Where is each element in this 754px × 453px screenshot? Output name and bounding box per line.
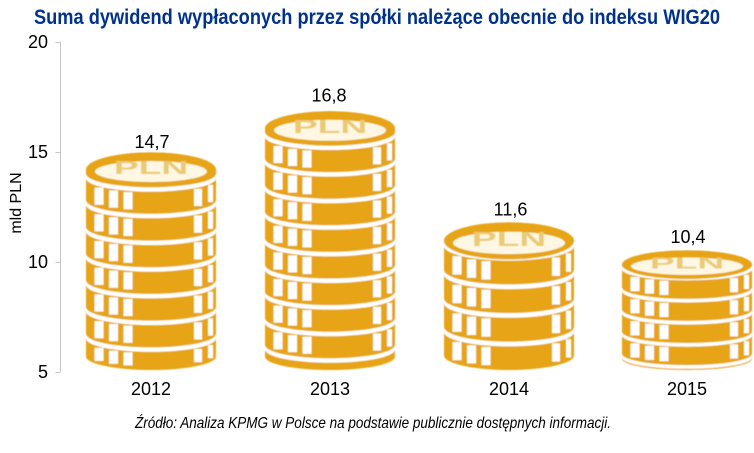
svg-text:2013: 2013 xyxy=(310,379,350,399)
svg-text:2015: 2015 xyxy=(667,379,707,399)
svg-text:15: 15 xyxy=(28,142,48,162)
svg-text:mld PLN: mld PLN xyxy=(8,172,25,233)
svg-text:20: 20 xyxy=(28,32,48,52)
svg-text:Źródło: Analiza KPMG w Polsce: Źródło: Analiza KPMG w Polsce na podstaw… xyxy=(134,413,611,432)
svg-text:PLN: PLN xyxy=(293,117,367,138)
svg-text:2012: 2012 xyxy=(131,379,171,399)
svg-text:10,4: 10,4 xyxy=(670,227,705,247)
svg-text:16,8: 16,8 xyxy=(311,86,346,106)
svg-text:11,6: 11,6 xyxy=(494,200,528,220)
svg-text:PLN: PLN xyxy=(650,255,724,272)
svg-text:PLN: PLN xyxy=(472,228,546,250)
svg-text:PLN: PLN xyxy=(114,158,188,179)
svg-text:Suma dywidend wypłaconych prze: Suma dywidend wypłaconych przez spółki n… xyxy=(34,6,720,29)
svg-text:2014: 2014 xyxy=(489,379,529,399)
svg-text:5: 5 xyxy=(38,362,48,382)
svg-text:10: 10 xyxy=(28,252,48,272)
svg-text:14,7: 14,7 xyxy=(134,132,169,152)
